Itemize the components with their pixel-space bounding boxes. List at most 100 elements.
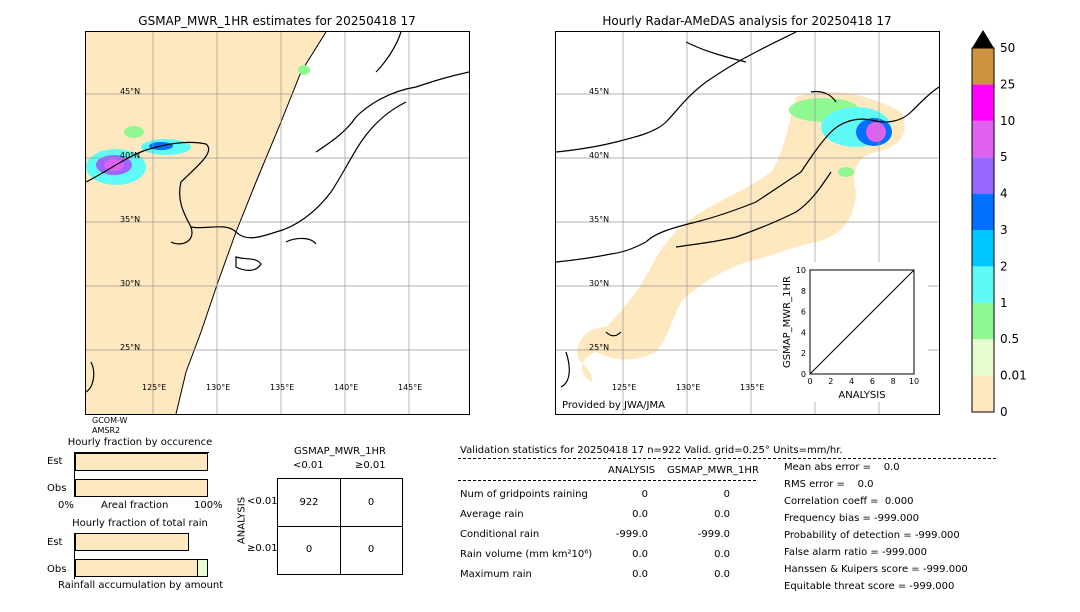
scatter-ytick: 6 bbox=[801, 308, 806, 317]
scatter-ytick: 4 bbox=[801, 328, 806, 337]
left-coastline bbox=[86, 32, 469, 393]
contingency-cell-11: 922 bbox=[299, 497, 319, 508]
validation-row-label: Average rain bbox=[460, 509, 524, 520]
colorbar-segment bbox=[972, 375, 994, 412]
right-lat-25: 25°N bbox=[589, 343, 609, 352]
validation-row-analysis: -999.0 bbox=[615, 529, 648, 540]
contingency-cell-12: 0 bbox=[367, 497, 375, 508]
radar-coverage bbox=[577, 92, 905, 382]
scatter-inset: 0 0 2 2 4 4 6 6 8 8 10 10 ANALYSIS GSMAP_MWR_1HR bbox=[778, 262, 928, 402]
colorbar-segment bbox=[972, 230, 994, 267]
left-lat-35: 35°N bbox=[120, 215, 140, 224]
validation-row-analysis: 0.0 bbox=[632, 569, 648, 580]
left-lat-25: 25°N bbox=[120, 343, 140, 352]
scatter-ylabel: GSMAP_MWR_1HR bbox=[782, 276, 793, 368]
contingency-row-axis: ANALYSIS bbox=[236, 496, 248, 545]
contingency-row2: ≥0.01 bbox=[247, 543, 278, 554]
left-lon-140: 140°E bbox=[334, 383, 358, 392]
left-map-title: GSMAP_MWR_1HR estimates for 20250418 17 bbox=[138, 14, 416, 28]
colorbar-segment bbox=[972, 84, 994, 121]
right-map-canvas: 45°N 40°N 35°N 30°N 25°N 125°E 130°E 135… bbox=[556, 32, 939, 414]
colorbar-segment bbox=[972, 48, 994, 85]
left-grid bbox=[86, 32, 469, 414]
colorbar-label: 1 bbox=[1000, 296, 1008, 310]
validation-row-analysis: 0.0 bbox=[632, 509, 648, 520]
left-lat-40: 40°N bbox=[120, 151, 140, 160]
total-rain-obs-tail bbox=[197, 559, 208, 577]
left-lon-135: 135°E bbox=[270, 383, 294, 392]
occurrence-x-mid: Areal fraction bbox=[101, 500, 169, 511]
right-map-title: Hourly Radar-AMeDAS analysis for 2025041… bbox=[602, 14, 892, 28]
validation-score: Hanssen & Kuipers score = -999.000 bbox=[784, 564, 968, 575]
colorbar-segment bbox=[972, 120, 994, 158]
colorbar-label: 3 bbox=[1000, 223, 1008, 237]
left-rain-light bbox=[124, 126, 144, 138]
validation-row-label: Rain volume (mm km²10⁶) bbox=[460, 549, 593, 560]
colorbar-label: 25 bbox=[1000, 77, 1015, 91]
scatter-xtick: 8 bbox=[891, 377, 896, 386]
contingency-col2: ≥0.01 bbox=[355, 460, 386, 471]
total-rain-frame bbox=[74, 533, 209, 579]
colorbar-segment bbox=[972, 266, 994, 303]
scatter-ytick: 0 bbox=[801, 370, 806, 379]
validation-score: Equitable threat score = -999.000 bbox=[784, 581, 955, 592]
total-rain-title: Hourly fraction of total rain bbox=[72, 518, 208, 529]
scatter-ytick: 8 bbox=[801, 287, 806, 296]
colorbar-segment bbox=[972, 193, 994, 230]
scatter-xtick: 4 bbox=[849, 377, 854, 386]
left-swath bbox=[86, 32, 326, 414]
validation-score: Frequency bias = -999.000 bbox=[784, 513, 919, 524]
scatter-ticks: 00 2 2 4 4 6 6 8 8 10 10 bbox=[796, 266, 919, 386]
colorbar-label: 0.01 bbox=[1000, 369, 1027, 383]
validation-divider bbox=[458, 458, 996, 459]
validation-col-divider bbox=[458, 480, 756, 481]
right-lon-125: 125°E bbox=[612, 383, 636, 392]
total-rain-est-bar bbox=[75, 533, 189, 551]
validation-score: RMS error = 0.0 bbox=[784, 479, 874, 490]
scatter-canvas: 00 2 2 4 4 6 6 8 8 10 10 ANALYSIS GSMAP_MWR_1HR bbox=[782, 266, 919, 401]
left-lat-30: 30°N bbox=[120, 279, 140, 288]
left-rain-light-2 bbox=[298, 65, 310, 75]
scatter-ytick: 10 bbox=[796, 266, 806, 275]
radar-rain-light-2 bbox=[838, 167, 854, 177]
validation-row-label: Conditional rain bbox=[460, 529, 540, 540]
colorbar-segment bbox=[972, 302, 994, 340]
validation-row-label: Num of gridpoints raining bbox=[460, 489, 588, 500]
occurrence-frame bbox=[74, 452, 209, 497]
sensor-label-2: AMSR2 bbox=[92, 426, 121, 435]
validation-score: Probability of detection = -999.000 bbox=[784, 530, 960, 541]
validation-row-analysis: 0.0 bbox=[632, 549, 648, 560]
colorbar-label: 2 bbox=[1000, 259, 1008, 273]
contingency-grid: 922 0 0 0 bbox=[277, 478, 403, 575]
right-lat-35: 35°N bbox=[589, 215, 609, 224]
right-coastline bbox=[556, 32, 939, 388]
contingency-row1: <0.01 bbox=[247, 496, 278, 507]
scatter-diagonal bbox=[809, 269, 915, 375]
colorbar-label: 0 bbox=[1000, 405, 1008, 418]
occurrence-est-bar bbox=[75, 453, 208, 471]
scatter-ytick: 2 bbox=[801, 349, 806, 358]
validation-score: Mean abs error = 0.0 bbox=[784, 462, 900, 473]
occurrence-title: Hourly fraction by occurence bbox=[67, 437, 213, 448]
validation-col-gsmap: GSMAP_MWR_1HR bbox=[667, 465, 759, 476]
scatter-xtick: 6 bbox=[870, 377, 875, 386]
contingency-title: GSMAP_MWR_1HR bbox=[294, 446, 386, 457]
colorbar-label: 5 bbox=[1000, 150, 1008, 164]
colorbar-label: 4 bbox=[1000, 187, 1008, 201]
right-lat-30: 30°N bbox=[589, 279, 609, 288]
right-lon-130: 130°E bbox=[676, 383, 700, 392]
colorbar-canvas: 0 0.01 0.5 1 2 3 4 5 10 25 50 bbox=[971, 30, 1027, 419]
total-rain-est-label: Est bbox=[47, 537, 63, 548]
right-lat-40: 40°N bbox=[589, 151, 609, 160]
total-rain-xlabel: Rainfall accumulation by amount bbox=[58, 580, 224, 591]
occurrence-obs-bar bbox=[75, 479, 208, 497]
sensor-label-1: GCOM-W bbox=[92, 416, 128, 425]
radar-rain-peak bbox=[866, 122, 886, 142]
colorbar-label: 10 bbox=[1000, 114, 1015, 128]
validation-row-analysis: 0 bbox=[641, 489, 648, 500]
validation-row-gsmap: -999.0 bbox=[697, 529, 730, 540]
total-rain-obs-bar bbox=[75, 559, 199, 577]
validation-row-gsmap: 0.0 bbox=[714, 549, 730, 560]
colorbar-label: 50 bbox=[1000, 41, 1015, 55]
scatter-xtick: 0 bbox=[807, 377, 812, 386]
